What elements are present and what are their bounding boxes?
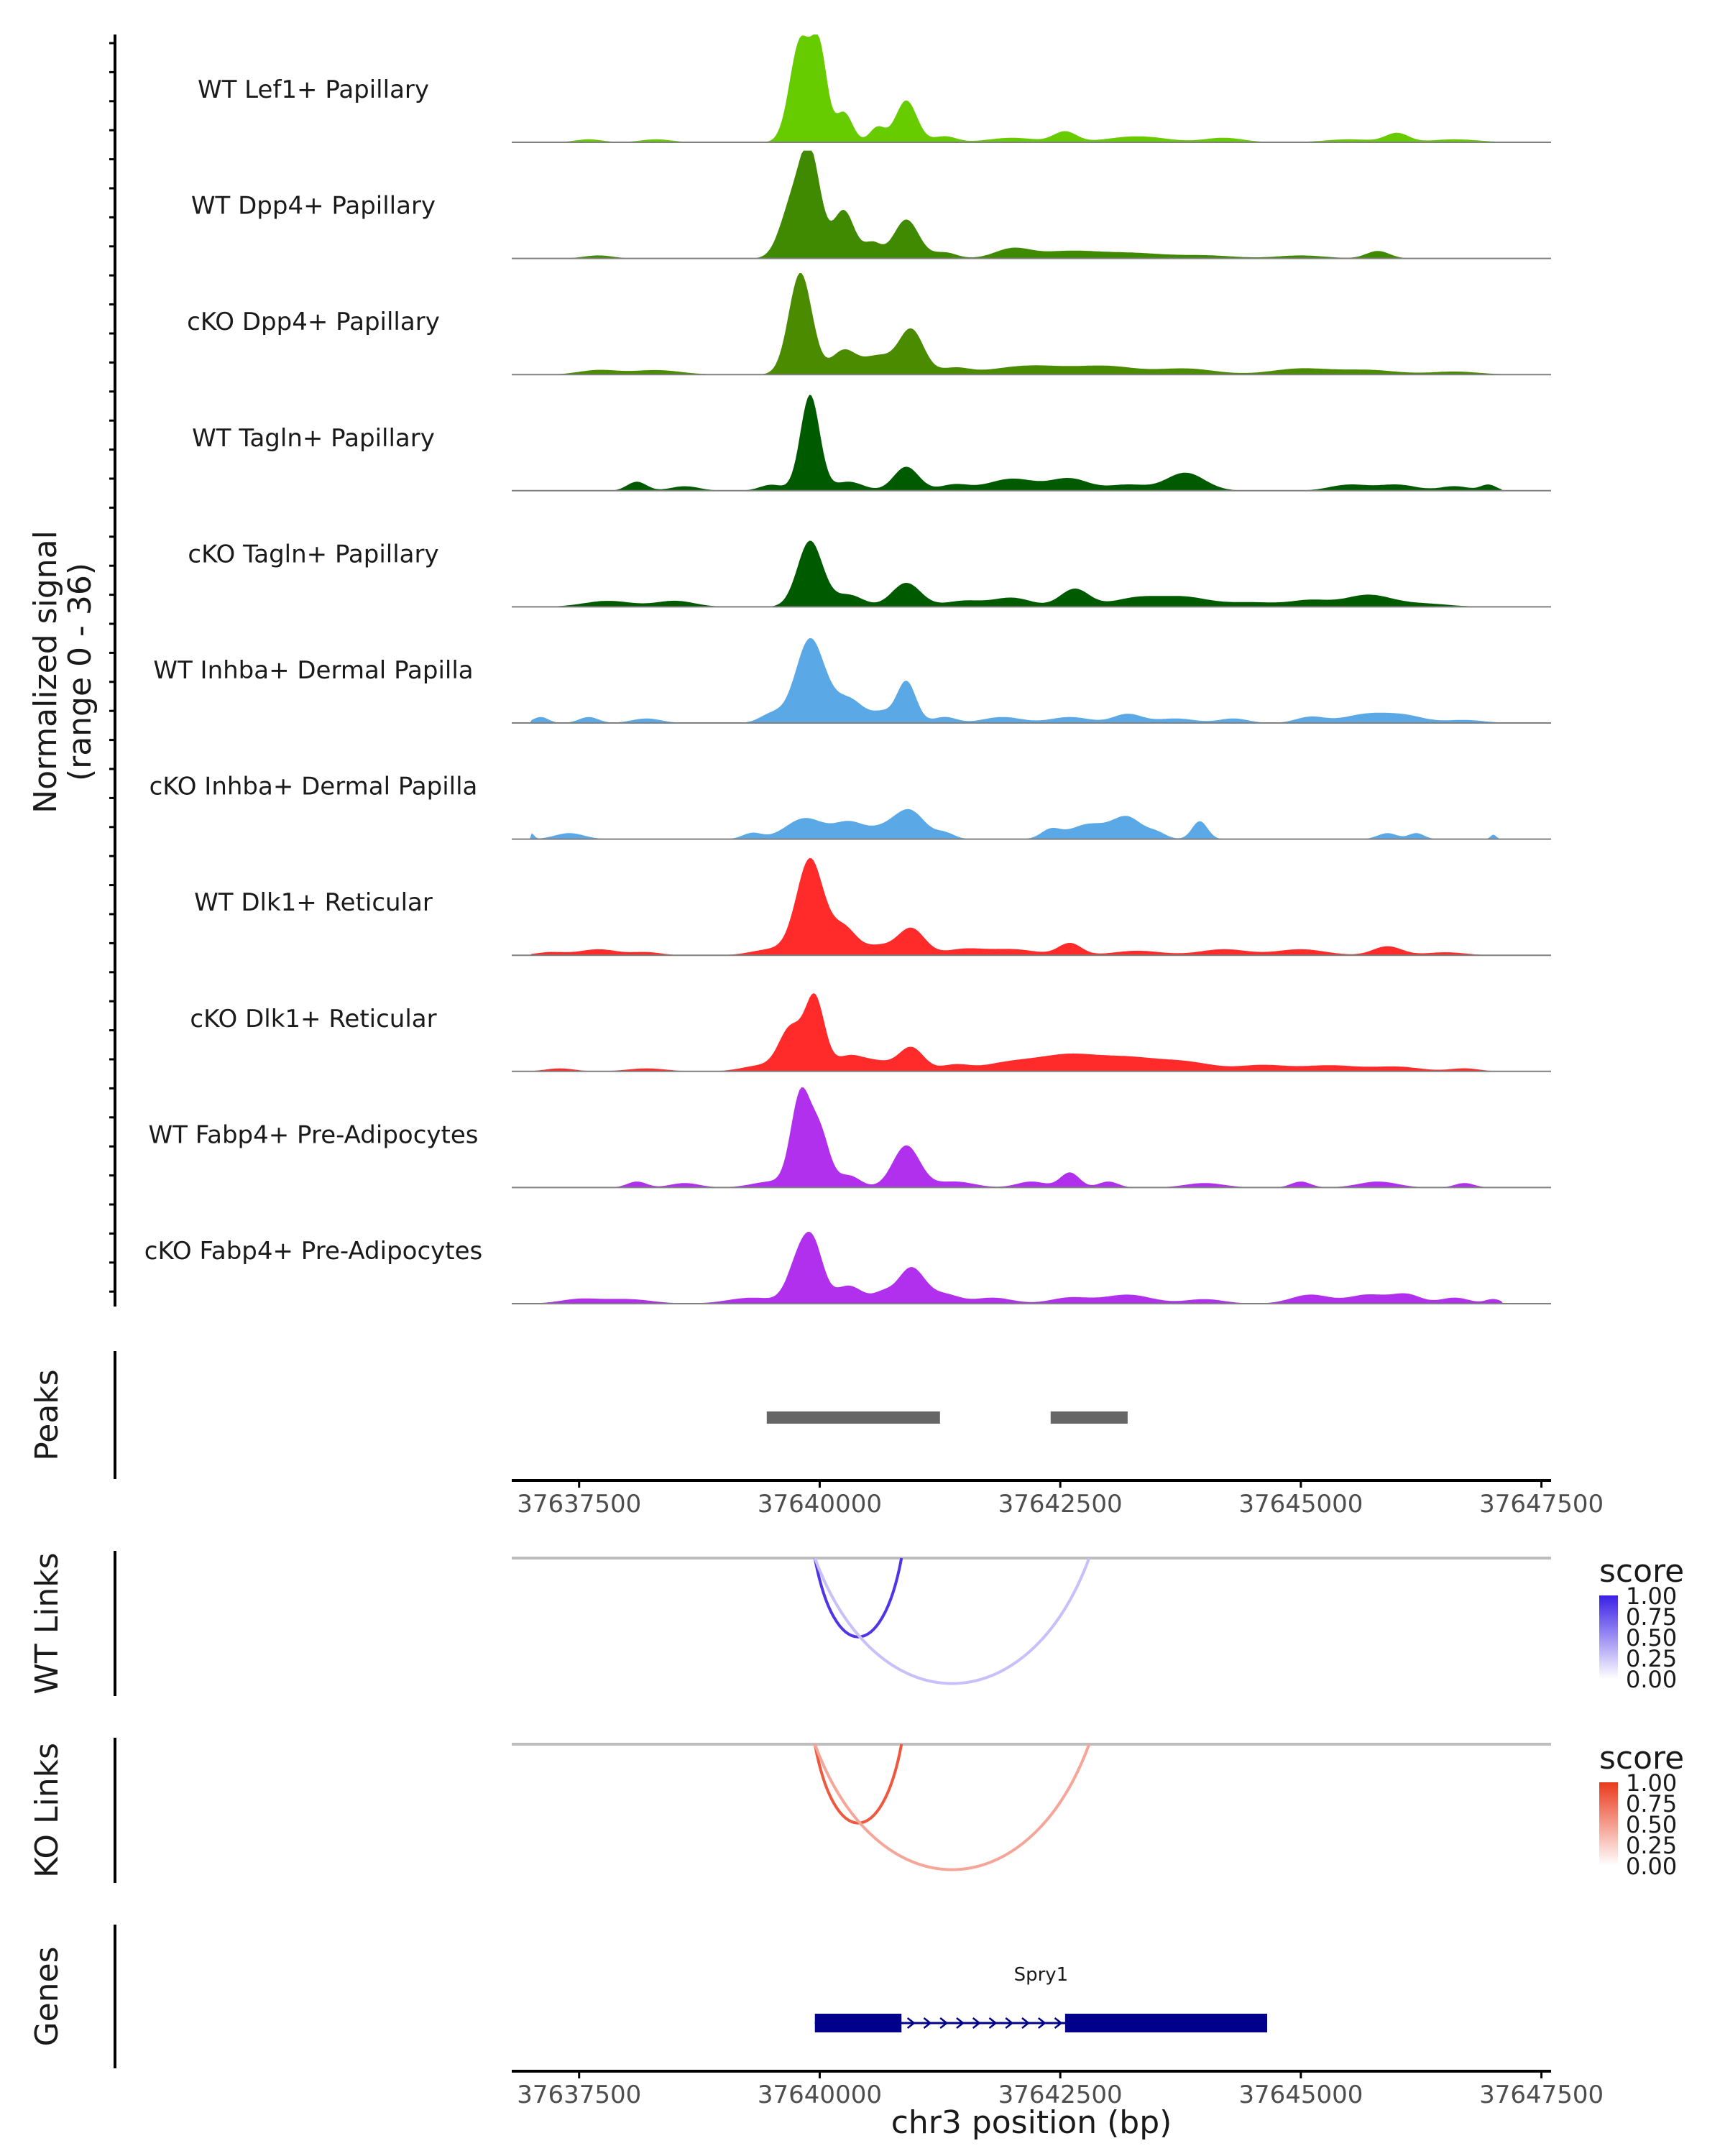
coverage-area	[512, 272, 1551, 375]
legend-tick-label: 0.75	[1626, 1603, 1677, 1631]
coverage-area	[512, 1232, 1551, 1304]
coverage-track-label: WT Lef1+ Papillary	[198, 75, 429, 104]
x-tick-label: 37640000	[758, 1490, 882, 1519]
gene-name: Spry1	[1014, 1964, 1069, 1986]
coverage-area	[512, 540, 1551, 607]
legend-tick-label: 0.25	[1626, 1645, 1677, 1672]
coverage-track-label: WT Tagln+ Papillary	[192, 424, 435, 453]
strand-arrow	[1054, 2017, 1063, 2029]
x-tick-label: 37637500	[517, 2081, 641, 2109]
strand-arrow	[1021, 2017, 1031, 2029]
coverage-track: cKO Dpp4+ Papillary	[187, 272, 1551, 376]
strand-arrow	[923, 2017, 932, 2029]
legend-tick-label: 0.25	[1626, 1832, 1677, 1859]
peaks-panel-label: Peaks	[29, 1369, 65, 1460]
strand-arrow	[988, 2017, 998, 2029]
legend-tick-label: 1.00	[1626, 1583, 1677, 1610]
coverage-track: WT Dpp4+ Papillary	[191, 150, 1551, 259]
strand-arrow	[956, 2017, 965, 2029]
coverage-track-label: cKO Dpp4+ Papillary	[187, 308, 440, 336]
legend-tick-label: 0.50	[1626, 1811, 1677, 1838]
ko-links-label: KO Links	[29, 1743, 65, 1878]
genes-label: Genes	[29, 1946, 65, 2046]
x-tick-label: 37647500	[1479, 1490, 1604, 1519]
gene-exon	[1064, 2014, 1268, 2032]
x-tick-label: 37647500	[1479, 2081, 1604, 2109]
coverage-track-label: WT Dlk1+ Reticular	[194, 888, 433, 917]
coverage-track: WT Fabp4+ Pre-Adipocytes	[149, 1087, 1551, 1189]
link-arc	[813, 1743, 1091, 1871]
legend-colorbar	[1599, 1595, 1618, 1679]
coverage-track: WT Inhba+ Dermal Papilla	[153, 638, 1551, 724]
coverage-area	[512, 34, 1551, 142]
legend-tick-label: 0.50	[1626, 1624, 1677, 1651]
coverage-track-label: WT Inhba+ Dermal Papilla	[153, 656, 473, 685]
x-tick-label: 37637500	[517, 1490, 641, 1519]
x-tick-label: 37642500	[998, 1490, 1123, 1519]
legend-colorbar	[1599, 1782, 1618, 1866]
coverage-area	[512, 150, 1551, 259]
peak-region	[1050, 1411, 1128, 1424]
gene-models: Spry1	[814, 1964, 1268, 2032]
coverage-y-label: Normalized signal	[27, 530, 64, 814]
link-arc	[813, 1557, 903, 1639]
legend-title: score	[1599, 1553, 1684, 1590]
coverage-area	[512, 808, 1551, 839]
x-axis-top: 37637500 37640000 37642500 37645000 37647500	[512, 1479, 1604, 1519]
genes-panel: Genes Spry1 37637500 37640000 37642500 3764…	[29, 1925, 1604, 2141]
peak-region	[766, 1411, 940, 1424]
link-arc	[813, 1557, 1091, 1685]
x-tick-label: 37645000	[1238, 2081, 1363, 2109]
wt-links-label: WT Links	[29, 1552, 65, 1694]
coverage-track: cKO Inhba+ Dermal Papilla	[150, 773, 1551, 840]
x-tick-label: 37645000	[1238, 1490, 1363, 1519]
coverage-track-label: cKO Tagln+ Papillary	[188, 540, 438, 568]
coverage-track-label: WT Dpp4+ Papillary	[191, 192, 436, 221]
coverage-track: WT Tagln+ Papillary	[192, 395, 1551, 492]
strand-arrow	[906, 2017, 916, 2029]
x-axis-bottom: 37637500 37640000 37642500 37645000 37647500	[512, 2070, 1604, 2109]
coverage-area	[512, 1087, 1551, 1188]
coverage-track: cKO Tagln+ Papillary	[188, 540, 1551, 608]
coverage-area	[512, 993, 1551, 1072]
strand-arrow	[939, 2017, 949, 2029]
coverage-track: WT Lef1+ Papillary	[198, 34, 1551, 143]
coverage-track-label: WT Fabp4+ Pre-Adipocytes	[149, 1120, 479, 1149]
coverage-track-label: cKO Inhba+ Dermal Papilla	[150, 773, 478, 801]
ko-link-arcs	[813, 1743, 1091, 1871]
coverage-area	[512, 857, 1551, 956]
peaks-panel: Peaks 37637500 37640000 37642500 37645000 37…	[29, 1351, 1604, 1519]
strand-arrow	[1005, 2017, 1014, 2029]
coverage-panel: Normalized signal (range 0 - 36) WT Lef1…	[27, 34, 1551, 1307]
wt-link-arcs	[813, 1557, 1091, 1685]
coverage-track: cKO Dlk1+ Reticular	[190, 993, 1551, 1072]
legend-title: score	[1599, 1740, 1684, 1777]
coverage-area	[512, 638, 1551, 723]
x-axis-title: chr3 position (bp)	[891, 2104, 1172, 2141]
coverage-tracks: WT Lef1+ Papillary WT Dpp4+ Papillary cKO …	[144, 34, 1551, 1304]
strand-arrow	[972, 2017, 981, 2029]
strand-arrow	[1037, 2017, 1046, 2029]
legend-tick-label: 0.00	[1626, 1666, 1677, 1693]
legend-tick-label: 0.75	[1626, 1790, 1677, 1818]
legend-tick-label: 0.00	[1626, 1853, 1677, 1880]
gene-exon	[814, 2014, 902, 2032]
legend-tick-label: 1.00	[1626, 1769, 1677, 1797]
coverage-track: WT Dlk1+ Reticular	[194, 857, 1551, 957]
coverage-track-label: cKO Dlk1+ Reticular	[190, 1005, 436, 1033]
coverage-track-label: cKO Fabp4+ Pre-Adipocytes	[144, 1237, 483, 1266]
peak-regions	[766, 1411, 1128, 1424]
x-tick-label: 37642500	[998, 2081, 1123, 2109]
link-arc	[813, 1743, 903, 1825]
coverage-track: cKO Fabp4+ Pre-Adipocytes	[144, 1232, 1551, 1304]
coverage-y-range-label: (range 0 - 36)	[62, 563, 98, 781]
coverage-area	[512, 395, 1551, 491]
x-tick-label: 37640000	[758, 2081, 882, 2109]
coverage-y-ticks	[109, 42, 115, 1293]
